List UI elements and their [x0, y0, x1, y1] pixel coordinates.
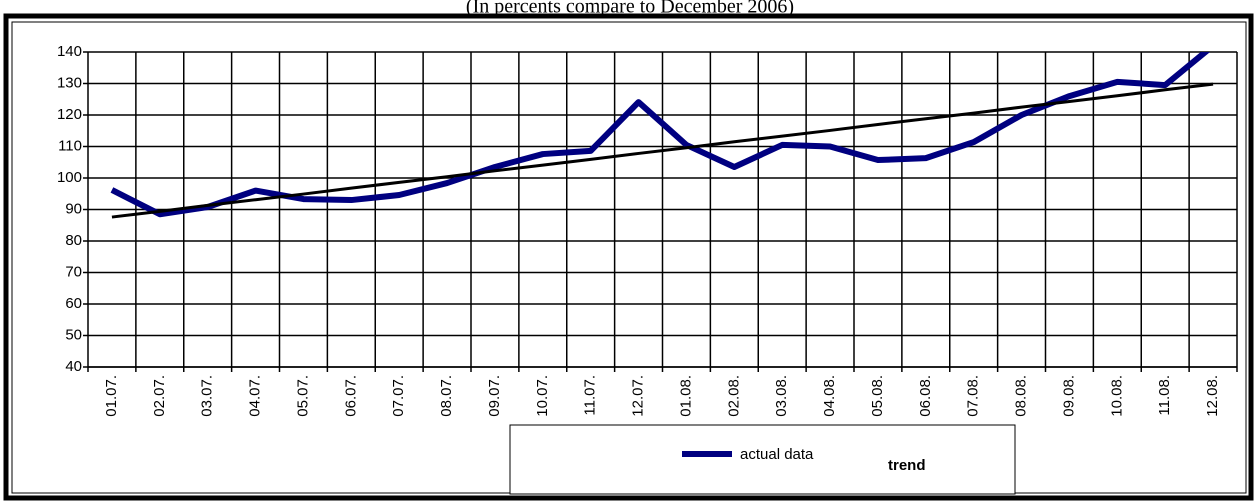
x-tick-label: 01.07. — [103, 375, 120, 417]
y-tick-label: 130 — [57, 74, 82, 91]
x-tick-label: 01.08. — [677, 375, 694, 417]
y-tick-label: 100 — [57, 169, 82, 186]
data-line — [111, 82, 1214, 219]
x-tick-label: 08.08. — [1013, 375, 1030, 417]
legend-label: trend — [888, 457, 926, 474]
x-tick-label: 03.08. — [773, 375, 790, 417]
legend-label: actual data — [740, 446, 814, 463]
x-tick-label: 12.07. — [630, 375, 647, 417]
y-tick-label: 80 — [65, 232, 82, 249]
x-tick-label: 10.07. — [534, 375, 551, 417]
y-tick-label: 70 — [65, 263, 82, 280]
x-tick-label: 03.07. — [199, 375, 216, 417]
x-tick-label: 05.08. — [869, 375, 886, 417]
x-tick-label: 02.07. — [151, 375, 168, 417]
x-tick-label: 04.08. — [821, 375, 838, 417]
x-tick-label: 09.08. — [1060, 375, 1077, 417]
x-tick-label: 06.08. — [917, 375, 934, 417]
x-tick-label: 12.08. — [1204, 375, 1221, 417]
x-tick-label: 04.07. — [247, 375, 264, 417]
legend-box — [509, 424, 1016, 495]
x-tick-label: 10.08. — [1108, 375, 1125, 417]
chart-title: (In percents compare to December 2006) — [466, 0, 794, 18]
x-tick-label: 07.08. — [965, 375, 982, 417]
y-tick-label: 60 — [65, 295, 82, 312]
x-tick-label: 02.08. — [725, 375, 742, 417]
x-tick-label: 07.07. — [390, 375, 407, 417]
y-tick-label: 90 — [65, 200, 82, 217]
y-tick-label: 120 — [57, 106, 82, 123]
inner-frame — [11, 21, 1247, 494]
x-tick-label: 05.07. — [294, 375, 311, 417]
x-tick-label: 08.07. — [438, 375, 455, 417]
y-tick-label: 50 — [65, 326, 82, 343]
y-tick-label: 40 — [65, 358, 82, 375]
y-tick-label: 140 — [57, 43, 82, 60]
x-tick-label: 11.08. — [1156, 375, 1173, 416]
x-tick-label: 06.07. — [342, 375, 359, 417]
outer-frame — [3, 13, 1254, 501]
x-tick-label: 11.07. — [582, 375, 599, 416]
y-tick-label: 110 — [58, 137, 82, 154]
x-tick-label: 09.07. — [486, 375, 503, 417]
data-line — [110, 52, 1211, 218]
